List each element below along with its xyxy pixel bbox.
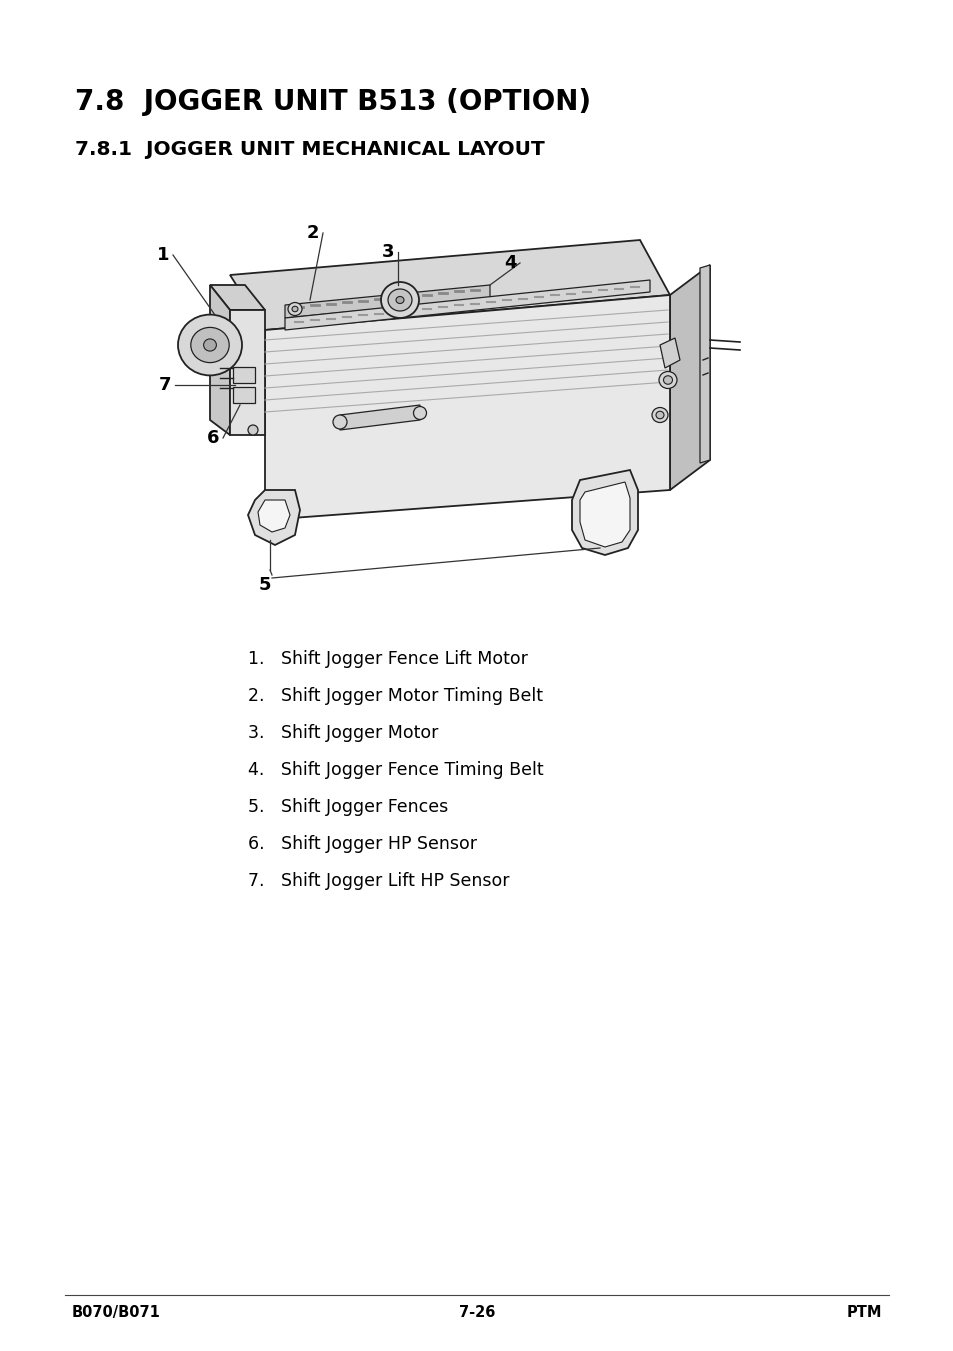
Ellipse shape [178, 315, 242, 376]
Polygon shape [285, 285, 490, 317]
Polygon shape [339, 405, 419, 430]
Text: 3.   Shift Jogger Motor: 3. Shift Jogger Motor [248, 724, 438, 742]
Ellipse shape [191, 327, 229, 362]
Text: PTM: PTM [845, 1305, 882, 1320]
Ellipse shape [388, 289, 412, 311]
Text: 1: 1 [156, 246, 169, 263]
Text: 7: 7 [158, 376, 172, 394]
Text: 5.   Shift Jogger Fences: 5. Shift Jogger Fences [248, 798, 448, 816]
Text: 6.   Shift Jogger HP Sensor: 6. Shift Jogger HP Sensor [248, 835, 476, 852]
Text: 2: 2 [307, 224, 319, 242]
Polygon shape [210, 285, 265, 309]
Text: 7.8  JOGGER UNIT B513 (OPTION): 7.8 JOGGER UNIT B513 (OPTION) [75, 88, 591, 116]
Polygon shape [230, 309, 265, 435]
Ellipse shape [203, 339, 216, 351]
Polygon shape [248, 490, 299, 544]
Text: 4.   Shift Jogger Fence Timing Belt: 4. Shift Jogger Fence Timing Belt [248, 761, 543, 780]
Polygon shape [285, 280, 649, 330]
Polygon shape [210, 285, 230, 435]
Text: 4: 4 [503, 254, 516, 272]
Polygon shape [265, 295, 669, 520]
Polygon shape [579, 482, 629, 547]
Text: 7.   Shift Jogger Lift HP Sensor: 7. Shift Jogger Lift HP Sensor [248, 871, 509, 890]
Ellipse shape [656, 411, 663, 419]
Text: 6: 6 [207, 430, 219, 447]
Text: 7-26: 7-26 [458, 1305, 495, 1320]
Ellipse shape [659, 372, 677, 389]
Polygon shape [233, 386, 254, 403]
Text: 1.   Shift Jogger Fence Lift Motor: 1. Shift Jogger Fence Lift Motor [248, 650, 527, 667]
Text: 3: 3 [381, 243, 394, 261]
Text: 5: 5 [258, 576, 271, 594]
Text: 7.8.1  JOGGER UNIT MECHANICAL LAYOUT: 7.8.1 JOGGER UNIT MECHANICAL LAYOUT [75, 141, 544, 159]
Polygon shape [700, 265, 709, 463]
Ellipse shape [413, 407, 426, 420]
Ellipse shape [662, 376, 672, 384]
Polygon shape [659, 338, 679, 367]
Ellipse shape [288, 303, 302, 316]
Ellipse shape [380, 282, 418, 317]
Polygon shape [572, 470, 638, 555]
Ellipse shape [292, 307, 297, 312]
Ellipse shape [651, 408, 667, 423]
Ellipse shape [248, 426, 257, 435]
Polygon shape [230, 240, 669, 330]
Ellipse shape [395, 296, 403, 304]
Polygon shape [233, 367, 254, 382]
Polygon shape [257, 500, 290, 532]
Polygon shape [669, 265, 709, 490]
Text: B070/B071: B070/B071 [71, 1305, 161, 1320]
Text: 2.   Shift Jogger Motor Timing Belt: 2. Shift Jogger Motor Timing Belt [248, 688, 542, 705]
Ellipse shape [333, 415, 347, 430]
